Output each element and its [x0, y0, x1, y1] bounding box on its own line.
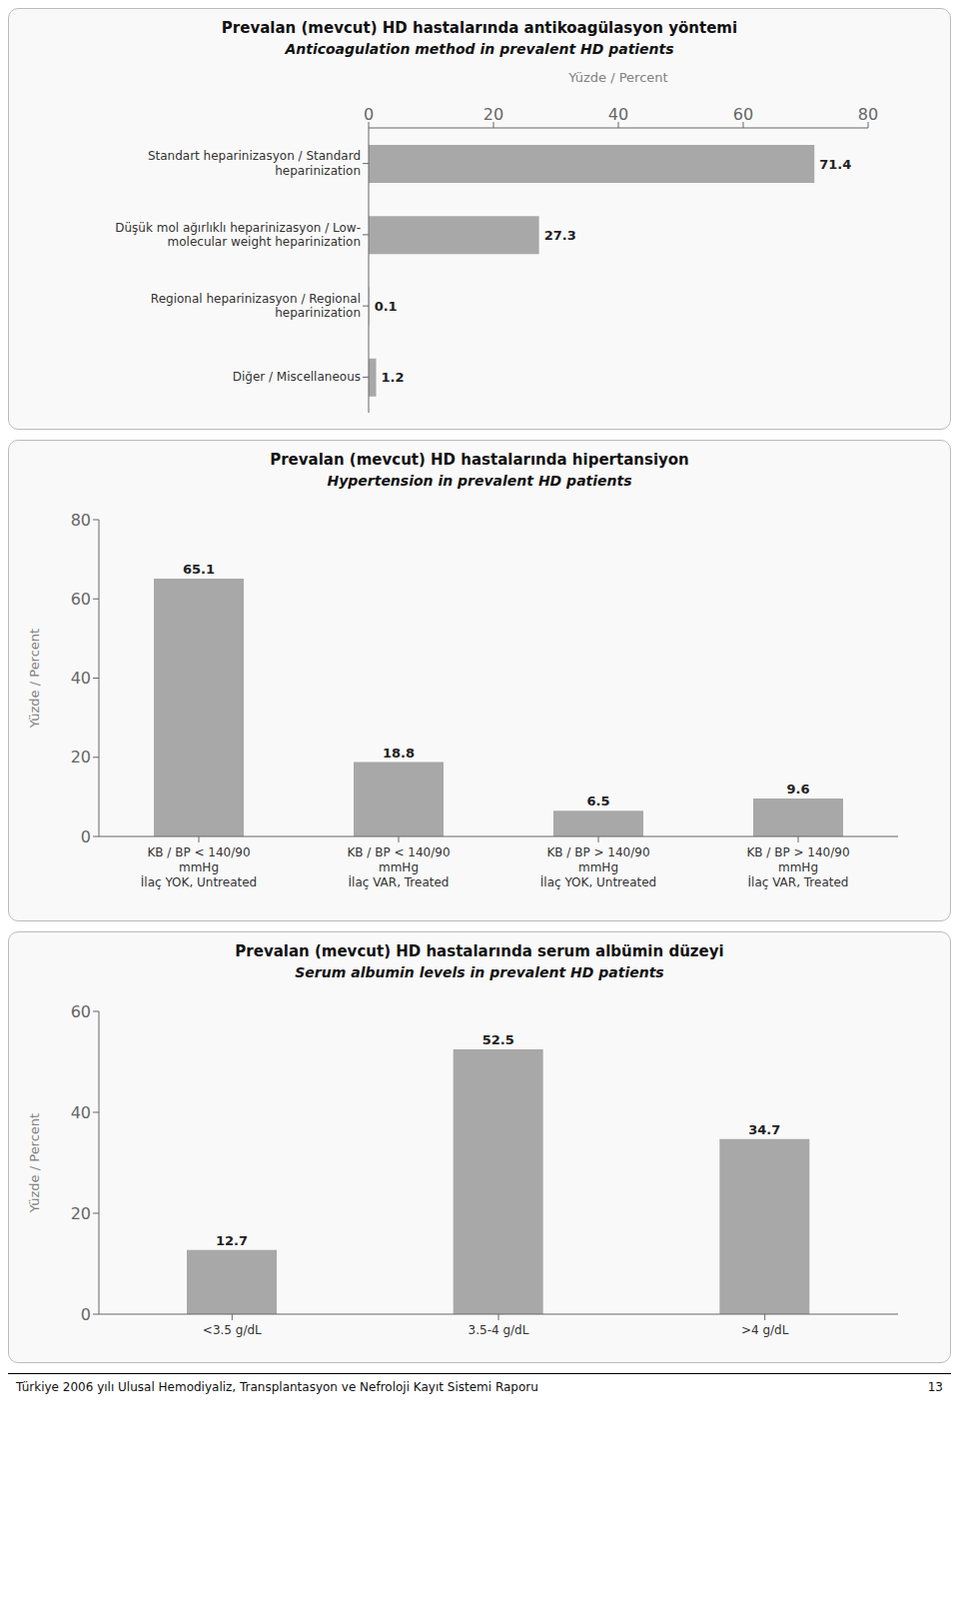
html-text:Prevalan (mevcut) HD hastaları: Prevalan (mevcut) HD hastalarında serum … — [235, 942, 724, 960]
svg-text:6.5: 6.5 — [586, 793, 610, 809]
svg-text:60: 60 — [70, 1001, 91, 1021]
svg-text:20: 20 — [70, 1203, 91, 1223]
svg-text:0.1: 0.1 — [374, 298, 398, 314]
svg-text:KB / BP > 140/90mmHgİlaç YOK,: KB / BP > 140/90mmHgİlaç YOK, Untreated — [540, 845, 657, 890]
svg-text:34.7: 34.7 — [748, 1121, 781, 1137]
svg-text:71.4: 71.4 — [819, 156, 852, 172]
svg-text:80: 80 — [70, 510, 91, 530]
html-text:Prevalan (mevcut) HD hastaları: Prevalan (mevcut) HD hastalarında hipert… — [269, 450, 690, 469]
html-text:13: 13 — [927, 1379, 944, 1394]
svg-text:KB / BP < 140/90mmHgİlaç YOK,: KB / BP < 140/90mmHgİlaç YOK, Untreated — [140, 845, 257, 890]
svg-text:Yüzde / Percent: Yüzde / Percent — [26, 1112, 42, 1213]
html-text:Anticoagulation method in prev: Anticoagulation method in prevalent HD p… — [285, 40, 674, 57]
svg-text:20: 20 — [70, 747, 91, 767]
html-text:Türkiye 2006 yılı Ulusal Hemod: Türkiye 2006 yılı Ulusal Hemodiyaliz, Tr… — [15, 1379, 539, 1394]
svg-text:65.1: 65.1 — [182, 561, 215, 577]
svg-text:40: 40 — [608, 104, 629, 124]
svg-text:60: 60 — [733, 104, 754, 124]
svg-text:KB / BP < 140/90mmHgİlaç VAR,: KB / BP < 140/90mmHgİlaç VAR, Treated — [346, 845, 450, 890]
svg-text:0: 0 — [80, 1304, 91, 1324]
svg-text:3.5-4 g/dL: 3.5-4 g/dL — [468, 1322, 530, 1337]
svg-text:Diğer / Miscellaneous: Diğer / Miscellaneous — [232, 369, 361, 384]
html-text:Hypertension in prevalent HD p: Hypertension in prevalent HD patients — [327, 472, 632, 489]
svg-text:40: 40 — [70, 1102, 91, 1122]
svg-text:0: 0 — [363, 104, 374, 124]
svg-text:18.8: 18.8 — [382, 745, 415, 761]
svg-text:0: 0 — [80, 827, 91, 847]
svg-text:>4 g/dL: >4 g/dL — [741, 1322, 790, 1337]
svg-text:Regional heparinizasyon / Regi: Regional heparinizasyon / Regionalhepari… — [150, 290, 361, 319]
html-text:Prevalan (mevcut) HD hastaları: Prevalan (mevcut) HD hastalarında antiko… — [221, 18, 738, 37]
svg-text:40: 40 — [70, 668, 91, 688]
svg-text:1.2: 1.2 — [381, 369, 405, 385]
svg-text:Yüzde / Percent: Yüzde / Percent — [26, 628, 42, 729]
svg-text:Yüzde / Percent: Yüzde / Percent — [567, 69, 668, 85]
html-text:Serum albumin levels in preval: Serum albumin levels in prevalent HD pat… — [294, 963, 665, 980]
svg-text:12.7: 12.7 — [215, 1232, 248, 1248]
svg-text:20: 20 — [483, 104, 504, 124]
svg-text:<3.5 g/dL: <3.5 g/dL — [202, 1322, 262, 1337]
svg-text:Düşük mol ağırlıklı hepariniza: Düşük mol ağırlıklı heparinizasyon / Low… — [114, 219, 361, 248]
svg-text:27.3: 27.3 — [544, 227, 577, 243]
svg-text:80: 80 — [858, 104, 879, 124]
svg-text:60: 60 — [70, 589, 91, 609]
svg-text:9.6: 9.6 — [786, 781, 810, 797]
svg-text:Standart heparinizasyon / Stan: Standart heparinizasyon / Standardhepari… — [147, 148, 361, 177]
svg-text:52.5: 52.5 — [482, 1031, 515, 1047]
svg-text:KB / BP > 140/90mmHgİlaç VAR,: KB / BP > 140/90mmHgİlaç VAR, Treated — [746, 845, 850, 890]
